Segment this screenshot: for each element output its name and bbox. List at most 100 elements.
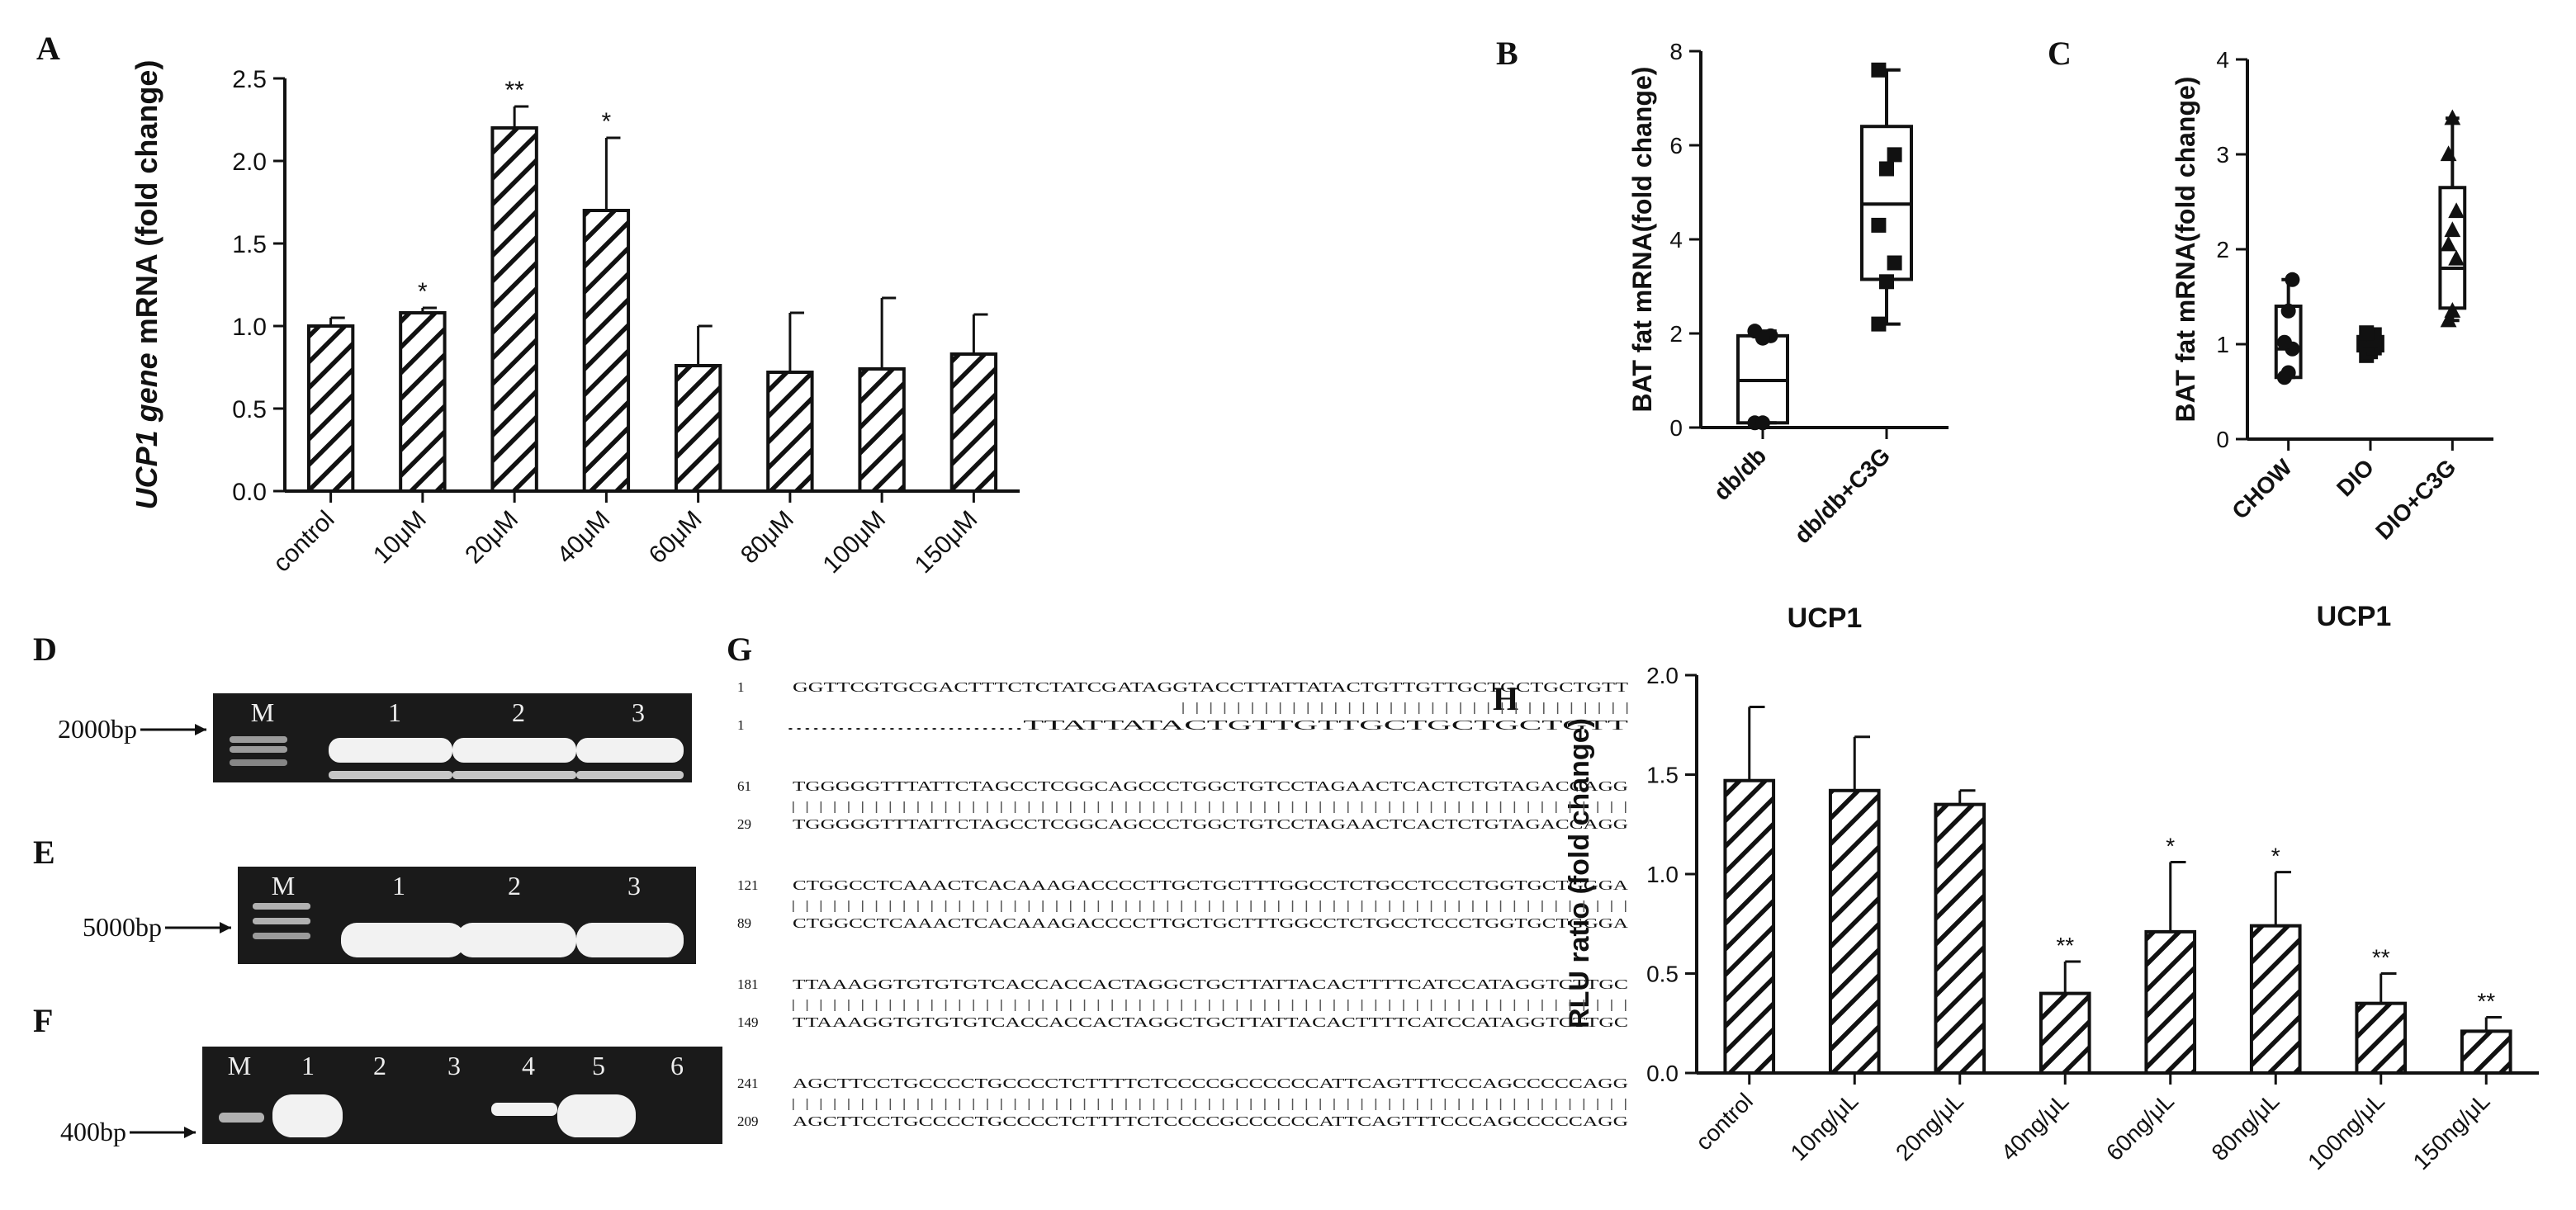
y-tick-label: 0.5	[1646, 962, 1679, 987]
x-tick-label: 100ng/μL	[2303, 1088, 2389, 1175]
arrow-head-icon	[184, 1127, 196, 1138]
alignment-position: 1	[737, 679, 745, 695]
gel-band	[557, 1094, 636, 1137]
panel-letter-b: B	[1496, 35, 1518, 72]
x-tick-label: 20μM	[460, 506, 523, 570]
gel-band	[230, 746, 287, 753]
bar	[674, 364, 722, 493]
data-point	[1879, 274, 1894, 290]
x-tick-label: 40μM	[552, 506, 615, 570]
x-tick-label: 20ng/μL	[1891, 1088, 1968, 1165]
y-tick-label: 4	[2216, 47, 2229, 73]
x-tick-label: CHOW	[2227, 454, 2297, 524]
y-tick-label: 0	[1669, 415, 1683, 441]
gel-e: M 1 2 3 5000bp	[83, 867, 696, 964]
y-tick-label: 0.0	[1646, 1061, 1679, 1086]
marker-size-label: 2000bp	[58, 714, 137, 744]
gel-band	[452, 771, 576, 779]
x-tick-label: 150ng/μL	[2408, 1088, 2495, 1175]
x-axis-title: UCP1	[2317, 601, 2392, 632]
y-tick-label: 1.0	[1646, 862, 1679, 887]
alignment-position: 209	[737, 1113, 759, 1129]
significance-label: **	[2056, 933, 2074, 958]
y-tick-label: 0.0	[232, 479, 267, 506]
data-point	[2444, 221, 2461, 238]
bar	[399, 311, 447, 493]
lane-label: 2	[373, 1051, 386, 1080]
x-tick-label: 80μM	[736, 506, 799, 570]
data-point	[2359, 325, 2375, 341]
bar	[858, 367, 906, 493]
bar	[306, 324, 355, 493]
alignment-position: 29	[737, 816, 751, 832]
y-tick-label: 8	[1669, 39, 1683, 64]
x-tick-label: 100μM	[817, 506, 891, 579]
y-tick-label: 2.0	[232, 149, 267, 176]
lane-label: 1	[392, 871, 405, 900]
data-point	[2280, 303, 2296, 319]
gel-band	[457, 923, 576, 957]
alignment-position: 149	[737, 1014, 759, 1030]
data-point	[2440, 235, 2457, 252]
alignment-subject-sequence: ............................TTATTATACTGT…	[786, 717, 1629, 733]
x-axis-title: UCP1	[1788, 603, 1863, 634]
bar	[2039, 991, 2091, 1075]
data-point	[2448, 202, 2465, 219]
arrow-head-icon	[220, 922, 231, 933]
data-point	[2276, 334, 2292, 350]
y-tick-label: 3	[2216, 142, 2229, 168]
alignment-query-sequence: TTAAAGGTGTGTGTCACCACCACTAGGCTGCTTATTACAC…	[793, 976, 1628, 992]
significance-label: *	[2271, 844, 2280, 869]
bar	[766, 371, 814, 493]
marker-size-label: 5000bp	[83, 912, 162, 942]
lane-label: 2	[508, 871, 521, 900]
panel-letter-e: E	[33, 834, 55, 871]
panel-letter-h: H	[1493, 680, 1518, 717]
y-tick-label: 2	[1669, 321, 1683, 347]
y-tick-label: 0	[2216, 427, 2229, 452]
lane-label: M	[228, 1051, 251, 1080]
sequence-alignment: 1 GGTTCGTGCGACTTTCTCTATCGATAGGTACCTTATTAT…	[737, 679, 1629, 1129]
y-tick-label: 2.5	[232, 66, 267, 93]
alignment-subject-sequence: CTGGCCTCAAACTCACAAAGACCCCTTGCTGCTTTGGCCT…	[793, 915, 1629, 931]
arrow-head-icon	[195, 724, 206, 735]
alignment-subject-sequence: TGGGGGTTTATTCTAGCCTCGGCAGCCCTGGCTGTCCTAG…	[793, 816, 1628, 832]
panel-letter-g: G	[727, 631, 752, 668]
y-axis-title: BAT fat mRNA(fold change)	[2171, 77, 2200, 423]
gel-d: M 1 2 3 2000bp	[58, 693, 692, 782]
bar	[1828, 788, 1881, 1075]
y-axis-title: UCP1 gene mRNA (fold change)	[130, 60, 163, 510]
x-tick-label: db/db	[1708, 442, 1771, 505]
alignment-query-sequence: AGCTTCCTGCCCCTGCCCCTCTTTTCTCCCCGCCCCCCAT…	[793, 1075, 1628, 1091]
lane-label: 5	[592, 1051, 605, 1080]
x-tick-label: 10μM	[368, 506, 432, 570]
y-tick-label: 2.0	[1646, 663, 1679, 688]
gel-band	[452, 738, 576, 763]
x-tick-label: control	[1691, 1088, 1758, 1155]
gel-band	[253, 933, 310, 939]
data-point	[1879, 161, 1894, 177]
data-point	[1871, 217, 1887, 233]
bar	[949, 352, 998, 493]
y-axis-title: RLU ratio (fold change)	[1564, 718, 1595, 1028]
gel-band	[230, 759, 287, 766]
gel-band	[576, 738, 684, 763]
data-point	[1887, 147, 1902, 163]
bar	[1934, 802, 1986, 1075]
data-point	[1871, 62, 1887, 78]
bar	[2355, 1001, 2408, 1075]
y-tick-label: 1.5	[232, 231, 267, 258]
data-point	[1887, 255, 1902, 271]
significance-label: *	[2166, 834, 2175, 859]
significance-label: **	[504, 77, 524, 104]
alignment-position: 89	[737, 915, 751, 931]
gel-band	[491, 1103, 557, 1116]
panel-letter-f: F	[33, 1002, 53, 1039]
data-point	[2440, 145, 2457, 162]
data-point	[2448, 249, 2465, 266]
lane-label: M	[251, 697, 274, 727]
lane-label: 1	[388, 697, 401, 727]
